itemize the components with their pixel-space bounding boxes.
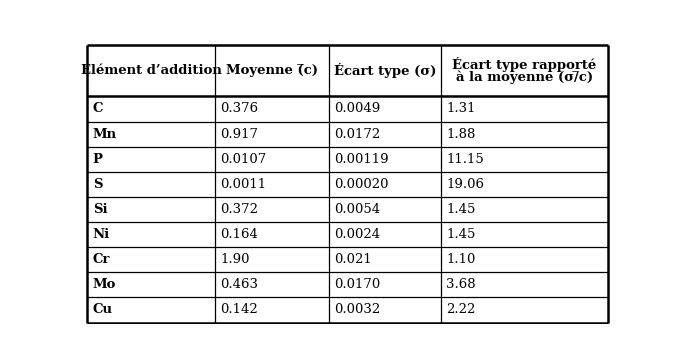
Text: 1.31: 1.31	[446, 103, 476, 115]
Text: 0.00020: 0.00020	[334, 178, 389, 191]
Text: 0.0170: 0.0170	[334, 278, 381, 291]
Text: Écart type (σ): Écart type (σ)	[334, 63, 437, 78]
Text: Mo: Mo	[93, 278, 116, 291]
Text: 19.06: 19.06	[446, 178, 484, 191]
Text: 0.463: 0.463	[220, 278, 258, 291]
Text: 0.021: 0.021	[334, 253, 372, 266]
Text: 0.0032: 0.0032	[334, 304, 381, 316]
Text: P: P	[93, 153, 102, 166]
Text: 1.90: 1.90	[220, 253, 250, 266]
Text: 0.0054: 0.0054	[334, 203, 380, 216]
Text: Si: Si	[93, 203, 107, 216]
Text: Cr: Cr	[93, 253, 110, 266]
Text: Elément d’addition: Elément d’addition	[81, 64, 222, 77]
Text: Écart type rapporté: Écart type rapporté	[452, 57, 597, 72]
Text: 11.15: 11.15	[446, 153, 484, 166]
Text: 3.68: 3.68	[446, 278, 476, 291]
Text: 1.45: 1.45	[446, 203, 476, 216]
Text: Ni: Ni	[93, 228, 110, 241]
Text: 0.0107: 0.0107	[220, 153, 266, 166]
Text: 1.88: 1.88	[446, 128, 476, 141]
Text: 1.45: 1.45	[446, 228, 476, 241]
Text: à la moyenne (σ/̅c): à la moyenne (σ/̅c)	[456, 70, 593, 84]
Text: 0.0024: 0.0024	[334, 228, 380, 241]
Text: 0.0049: 0.0049	[334, 103, 381, 115]
Text: 0.00119: 0.00119	[334, 153, 389, 166]
Text: 0.372: 0.372	[220, 203, 258, 216]
Text: 0.164: 0.164	[220, 228, 258, 241]
Text: S: S	[93, 178, 102, 191]
Text: 0.0011: 0.0011	[220, 178, 266, 191]
Text: Moyenne (̅c): Moyenne (̅c)	[226, 64, 318, 77]
Text: 1.10: 1.10	[446, 253, 476, 266]
Text: 2.22: 2.22	[446, 304, 476, 316]
Text: C: C	[93, 103, 103, 115]
Text: 0.376: 0.376	[220, 103, 258, 115]
Text: Cu: Cu	[93, 304, 113, 316]
Text: 0.917: 0.917	[220, 128, 258, 141]
Text: Mn: Mn	[93, 128, 117, 141]
Text: 0.0172: 0.0172	[334, 128, 381, 141]
Text: 0.142: 0.142	[220, 304, 258, 316]
